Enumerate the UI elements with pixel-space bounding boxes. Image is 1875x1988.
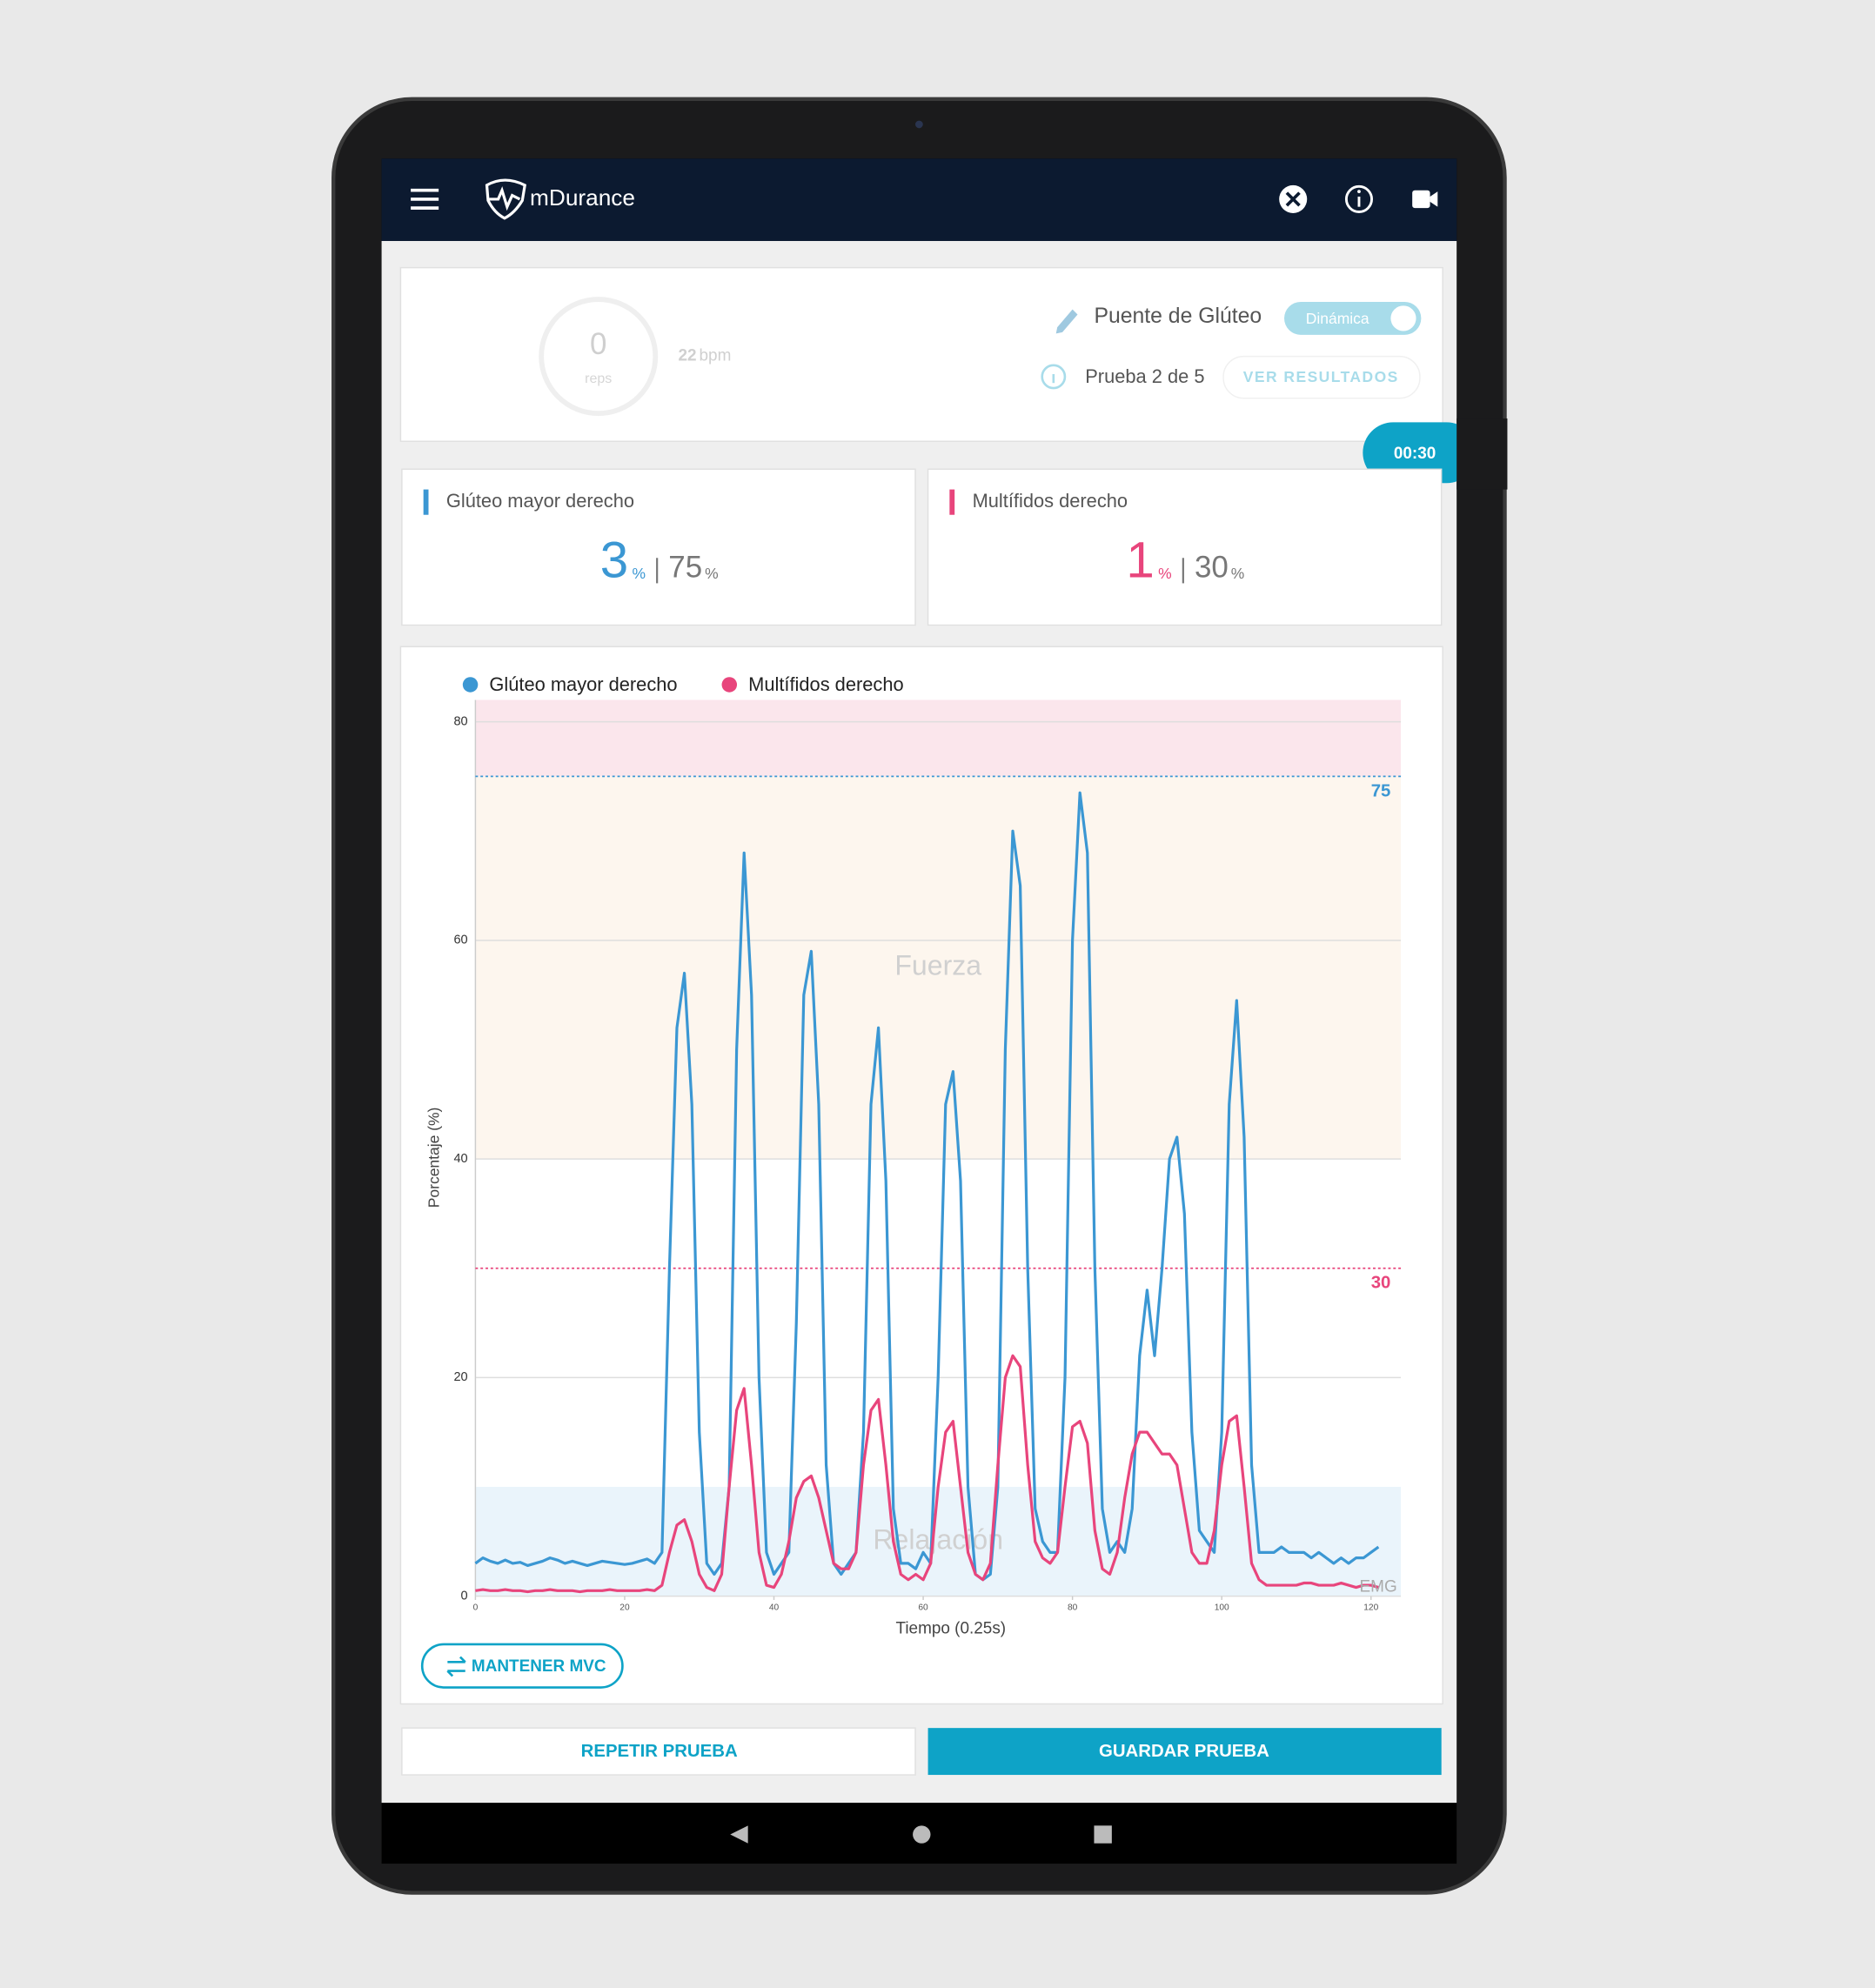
edit-icon[interactable] (1055, 309, 1078, 334)
legend-label: Glúteo mayor derecho (489, 673, 677, 695)
save-button-bg (927, 1728, 1442, 1776)
muscle-card-bg (927, 468, 1443, 626)
frame-edge (1456, 418, 1508, 490)
close-button[interactable] (1279, 184, 1308, 213)
zone (475, 776, 1402, 1160)
progress-info-icon (1041, 364, 1067, 390)
muscle-card-bg (401, 468, 916, 626)
timer-pill (1363, 422, 1477, 484)
muscle-color-bar (949, 489, 955, 515)
mvc-button[interactable]: MANTENER MVC (420, 1643, 624, 1689)
x-tick-label: 80 (1068, 1603, 1078, 1612)
mvc-button-label: MANTENER MVC (472, 1657, 606, 1676)
y-tick-label: 0 (461, 1589, 468, 1603)
exercise-card (399, 266, 1443, 442)
nav-home[interactable] (913, 1825, 931, 1844)
results-button[interactable]: VER RESULTADOS (1222, 355, 1421, 399)
timer: 00:30 (1394, 445, 1436, 463)
zone-label: Fuerza (894, 950, 981, 981)
x-tick-label: 100 (1215, 1603, 1229, 1612)
close-cross (1285, 191, 1301, 207)
muscle-target-unit: % (1231, 565, 1245, 582)
y-tick-label: 20 (453, 1370, 467, 1384)
muscle-name: Multífidos derecho (973, 490, 1128, 512)
zone (475, 699, 1402, 777)
results-button-bg (1222, 355, 1421, 399)
repeat-button[interactable]: REPETIR PRUEBA (401, 1727, 916, 1776)
muscle-value: 1 (1126, 532, 1154, 589)
y-axis-label: Porcentaje (%) (425, 1108, 442, 1208)
video-lens (1430, 191, 1438, 207)
legend-marker (462, 677, 479, 693)
repeat-button-label: REPETIR PRUEBA (581, 1742, 738, 1761)
series-line (475, 1354, 1379, 1594)
rate: 22 bpm (679, 347, 732, 365)
repeat-button-bg (401, 1727, 916, 1776)
y-tick-label: 60 (453, 934, 467, 947)
reps-count: 0 (590, 327, 606, 361)
info-dot (1357, 190, 1361, 194)
camera-dot (915, 120, 923, 129)
threshold-label: 30 (1371, 1274, 1391, 1293)
muscle-unit: % (1158, 565, 1172, 582)
muscle-target: 75 (668, 551, 702, 585)
muscle-value: 3 (600, 532, 628, 589)
video-icon (1412, 190, 1430, 209)
save-button[interactable]: GUARDAR PRUEBA (927, 1728, 1442, 1776)
rate-unit: bpm (700, 347, 732, 365)
mode-toggle[interactable]: Dinámica (1284, 301, 1422, 335)
results-button-label: VER RESULTADOS (1243, 368, 1399, 385)
menu-icon[interactable] (411, 188, 439, 210)
reps-label: reps (585, 371, 612, 386)
toggle-knob (1390, 305, 1416, 331)
toggle-track (1284, 301, 1422, 335)
threshold-label: 75 (1371, 781, 1391, 800)
exercise-name: Puente de Glúteo (1094, 305, 1262, 328)
x-tick-label: 120 (1363, 1603, 1378, 1612)
x-tick-label: 40 (769, 1603, 780, 1612)
muscle-target: 30 (1195, 551, 1229, 585)
x-axis-label: Tiempo (0.25s) (895, 1619, 1006, 1637)
annotation: EMG (1360, 1577, 1397, 1596)
series-line (474, 791, 1380, 1582)
save-button-label: GUARDAR PRUEBA (1099, 1742, 1269, 1761)
muscle-color-bar (423, 489, 429, 515)
app-title: mDurance (530, 184, 635, 211)
reps-ring (539, 297, 659, 417)
y-tick-label: 40 (453, 1152, 467, 1166)
nav-recent[interactable] (1094, 1825, 1112, 1844)
info-icon (1344, 184, 1374, 213)
info-button[interactable] (1344, 184, 1374, 213)
muscle-target-unit: % (705, 565, 719, 582)
app-bar (381, 158, 1457, 242)
muscle-name: Glúteo mayor derecho (446, 490, 634, 512)
muscle-reading: 3% 75% (600, 532, 719, 589)
video-button[interactable] (1412, 190, 1438, 209)
mode-label: Dinámica (1306, 310, 1369, 327)
muscle-reading: 1% 30% (1126, 532, 1244, 589)
x-tick-label: 0 (473, 1603, 479, 1612)
logo (485, 178, 527, 220)
legend-label: Multífidos derecho (748, 673, 903, 695)
legend-marker (721, 677, 738, 693)
rate-value: 22 (679, 347, 697, 365)
nav-back[interactable] (730, 1825, 748, 1844)
muscle-unit: % (633, 565, 646, 582)
mvc-icon (446, 1656, 466, 1677)
progress: Prueba 2 de 5 (1085, 365, 1204, 387)
x-tick-label: 60 (918, 1603, 928, 1612)
mvc-button-bg (420, 1643, 624, 1689)
x-tick-label: 20 (619, 1603, 630, 1612)
y-tick-label: 80 (453, 714, 467, 728)
